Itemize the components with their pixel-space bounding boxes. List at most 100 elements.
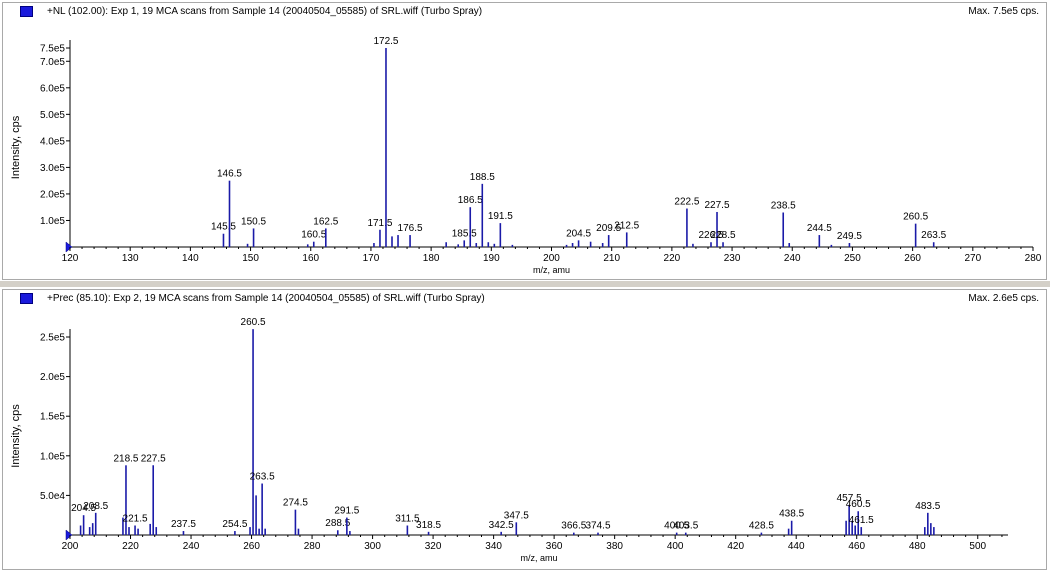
peak-label: 244.5 [807,223,832,234]
panel-title: +Prec (85.10): Exp 2, 19 MCA scans from … [47,293,485,304]
x-tick-label: 230 [724,253,741,264]
y-tick-label: 2.5e5 [40,333,65,344]
panel-title: +NL (102.00): Exp 1, 19 MCA scans from S… [47,6,483,17]
peak-label: 185.5 [452,228,477,239]
peak-label: 260.5 [903,212,928,223]
peak-label: 288.5 [325,518,350,529]
peak-label: 237.5 [171,519,196,530]
panel-separator[interactable] [0,281,1050,287]
peak-label: 428.5 [749,521,774,532]
peak-label: 249.5 [837,231,862,242]
baseline-marker-icon [65,529,73,541]
y-axis-label: Intensity, cps [10,404,22,468]
max-intensity: Max. 2.6e5 cps. [968,293,1039,304]
peak-label: 226.5 [698,230,723,241]
x-tick-label: 200 [543,253,560,264]
peak-label: 374.5 [585,521,610,532]
peak-label: 222.5 [674,197,699,208]
y-tick-label: 1.5e5 [40,412,65,423]
y-tick-label: 1.0e5 [40,451,65,462]
y-tick-label: 7.0e5 [40,57,65,68]
trace-color-marker-icon [20,293,33,304]
peak-label: 162.5 [313,216,338,227]
baseline-marker-icon [65,241,73,253]
peak-label: 347.5 [504,510,529,521]
x-tick-label: 260 [904,253,921,264]
peak-label: 188.5 [470,172,495,183]
x-tick-label: 460 [848,541,865,552]
y-tick-label: 7.5e5 [40,44,65,55]
x-tick-label: 480 [909,541,926,552]
max-intensity: Max. 7.5e5 cps. [968,6,1039,17]
peak-label: 260.5 [241,317,266,328]
peak-label: 150.5 [241,216,266,227]
peak-label: 191.5 [488,211,513,222]
x-tick-label: 380 [606,541,623,552]
x-tick-label: 150 [242,253,259,264]
x-tick-label: 210 [603,253,620,264]
peak-label: 160.5 [301,230,326,241]
peak-label: 218.5 [113,453,138,464]
x-tick-label: 400 [667,541,684,552]
peak-label: 291.5 [334,506,359,517]
y-tick-label: 2.0e5 [40,372,65,383]
x-tick-label: 260 [243,541,260,552]
peak-label: 227.5 [141,453,166,464]
x-tick-label: 170 [363,253,380,264]
peak-label: 172.5 [373,36,398,47]
peak-label: 176.5 [398,223,423,234]
x-tick-label: 240 [183,541,200,552]
peak-label: 145.5 [211,222,236,233]
peak-label: 221.5 [123,513,148,524]
x-tick-label: 240 [784,253,801,264]
peak-label: 366.5 [561,521,586,532]
peak-label: 209.5 [596,223,621,234]
peak-label: 274.5 [283,498,308,509]
spectrum-plot-nl[interactable]: 120 130 140 150 160 170 180 190 200 210 220 230 240 2… [3,3,1046,279]
peak-label: 311.5 [395,513,420,524]
y-tick-label: 1.0e5 [40,216,65,227]
peak-label: 171.5 [367,218,392,229]
peak-label: 318.5 [416,520,441,531]
x-tick-label: 360 [546,541,563,552]
x-tick-label: 200 [62,541,79,552]
peak-label: 342.5 [489,520,514,531]
peak-label: 457.5 [837,493,862,504]
spectrum-panel-prec: 200 220 240 260 280 300 320 340 360 380 400 420 440 4… [2,289,1047,570]
x-tick-label: 130 [122,253,139,264]
y-tick-label: 2.0e5 [40,189,65,200]
x-tick-label: 500 [969,541,986,552]
spectrum-panel-nl: 120 130 140 150 160 170 180 190 200 210 220 230 240 2… [2,2,1047,280]
x-tick-label: 120 [62,253,79,264]
peak-label: 400.5 [664,521,689,532]
x-axis-label: m/z, amu [533,265,570,275]
x-tick-label: 300 [364,541,381,552]
peak-label: 438.5 [779,509,804,520]
x-tick-label: 270 [964,253,981,264]
x-tick-label: 220 [122,541,139,552]
peak-label: 204.5 [71,503,96,514]
y-tick-label: 5.0e5 [40,110,65,121]
x-tick-label: 140 [182,253,199,264]
peak-label: 461.5 [849,515,874,526]
x-tick-label: 440 [788,541,805,552]
peak-label: 208.5 [83,501,108,512]
peak-label: 228.5 [711,230,736,241]
y-axis-label: Intensity, cps [10,115,22,179]
spectrum-plot-prec[interactable]: 200 220 240 260 280 300 320 340 360 380 400 420 440 4… [3,290,1046,569]
peak-label: 403.5 [673,521,698,532]
peak-label: 238.5 [771,201,796,212]
y-tick-label: 3.0e5 [40,163,65,174]
peak-label: 146.5 [217,169,242,180]
x-tick-label: 220 [664,253,681,264]
x-tick-label: 190 [483,253,500,264]
x-tick-label: 180 [423,253,440,264]
peak-label: 186.5 [458,195,483,206]
y-tick-label: 6.0e5 [40,83,65,94]
x-axis-label: m/z, amu [520,553,557,563]
x-tick-label: 420 [727,541,744,552]
peak-label: 254.5 [222,519,247,530]
x-tick-label: 250 [844,253,861,264]
peak-label: 460.5 [846,499,871,510]
peak-label: 263.5 [250,472,275,483]
